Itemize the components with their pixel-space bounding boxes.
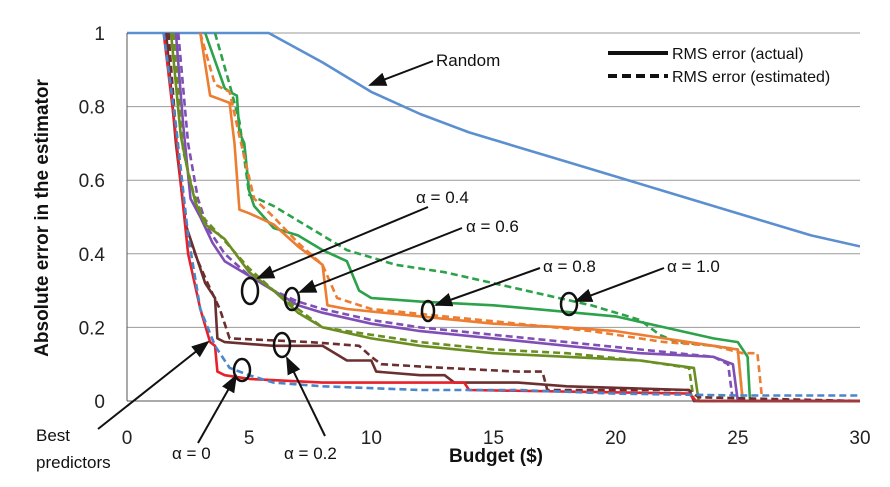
y-tick-label: 0.2 bbox=[79, 318, 105, 339]
arrow-random bbox=[368, 60, 434, 86]
callout-arrows bbox=[97, 60, 665, 444]
x-tick-label: 30 bbox=[849, 428, 870, 449]
arrow-alpha-0-6 bbox=[298, 227, 463, 293]
y-tick-label: 0.8 bbox=[79, 98, 105, 119]
arrow-alpha-0-2 bbox=[286, 356, 326, 437]
annotation-alpha-0: α = 0 bbox=[172, 444, 211, 463]
arrow-alpha-0 bbox=[197, 374, 237, 444]
x-axis-title: Budget ($) bbox=[449, 446, 543, 467]
ellipse-alpha-0-8 bbox=[420, 299, 436, 323]
series-best-predictors bbox=[162, 32, 860, 397]
y-axis-title: Absolute error in the estimator bbox=[32, 79, 53, 357]
x-tick-label: 10 bbox=[361, 428, 382, 449]
series-layer bbox=[127, 31, 860, 403]
y-tick-label: 1 bbox=[94, 24, 105, 45]
annotation-best: Best bbox=[36, 426, 70, 445]
arrow-alpha-0-8 bbox=[434, 267, 541, 307]
series-alpha04-estimated bbox=[172, 32, 860, 403]
arrow-alpha-0-4 bbox=[256, 206, 429, 279]
series-alpha02-estimated bbox=[167, 32, 860, 403]
series-random bbox=[127, 31, 860, 248]
ellipse-alpha-0-2 bbox=[272, 331, 292, 359]
legend-label-estimated: RMS error (estimated) bbox=[672, 69, 830, 86]
annotation-random: Random bbox=[436, 51, 500, 70]
y-tick-label: 0.6 bbox=[79, 171, 105, 192]
ellipse-alpha-1-0 bbox=[559, 291, 579, 317]
legend: RMS error (actual) RMS error (estimated) bbox=[608, 46, 830, 86]
x-tick-label: 25 bbox=[727, 428, 748, 449]
annotation-predictors: predictors bbox=[36, 453, 111, 472]
series-alpha06-actual bbox=[174, 32, 860, 403]
y-tick-label: 0.4 bbox=[79, 245, 106, 266]
axes: 00.20.40.60.810 5 10 15 20 25 30 bbox=[79, 24, 871, 449]
x-tick-label: 20 bbox=[605, 428, 626, 449]
x-tick-label: 0 bbox=[122, 428, 133, 449]
ellipse-alpha-0-4 bbox=[240, 276, 260, 306]
arrow-best-predictors bbox=[97, 340, 210, 430]
annotation-alpha-1-0: α = 1.0 bbox=[667, 257, 720, 276]
highlight-ellipses bbox=[232, 276, 579, 383]
series-alpha1-estimated bbox=[213, 32, 860, 403]
legend-label-actual: RMS error (actual) bbox=[672, 46, 804, 63]
ellipse-alpha-0 bbox=[232, 357, 252, 383]
ellipse-alpha-0-6 bbox=[283, 286, 301, 312]
annotation-alpha-0-2: α = 0.2 bbox=[284, 444, 337, 463]
annotation-alpha-0-8: α = 0.8 bbox=[543, 257, 596, 276]
annotation-alpha-0-4: α = 0.4 bbox=[416, 188, 469, 207]
x-tick-label: 15 bbox=[483, 428, 504, 449]
series-alpha08-estimated bbox=[199, 32, 860, 403]
y-tick-label: 0 bbox=[94, 392, 105, 413]
x-tick-label: 5 bbox=[244, 428, 255, 449]
annotation-alpha-0-6: α = 0.6 bbox=[466, 217, 519, 236]
arrow-alpha-1-0 bbox=[574, 267, 665, 302]
